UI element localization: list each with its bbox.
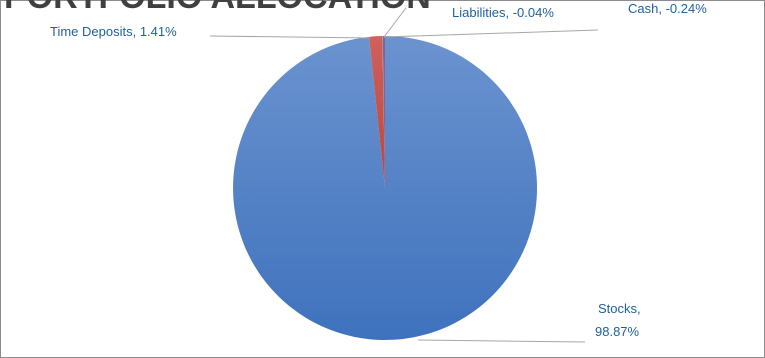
- leader-line-cash: [383, 29, 599, 38]
- leader-line-time-deposits: [209, 35, 371, 39]
- pie-slices: [233, 35, 538, 340]
- pie-slice-time-deposits: [368, 36, 385, 188]
- pie-slice-stocks: [233, 35, 538, 340]
- pie-slice-liabilities: [382, 36, 385, 188]
- chart-title: PORTFOLIO ALLOCATION: [4, 0, 431, 16]
- pie-slice-cash: [382, 36, 385, 188]
- label-stocks-line1: Stocks,: [598, 301, 641, 316]
- label-cash: Cash, -0.24%: [628, 1, 707, 16]
- label-liabilities: Liabilities, -0.04%: [452, 5, 554, 20]
- leader-line-liabilities: [383, 7, 407, 38]
- leader-line-stocks: [417, 339, 586, 343]
- label-time-deposits: Time Deposits, 1.41%: [50, 24, 177, 39]
- label-stocks-line2: 98.87%: [595, 324, 640, 339]
